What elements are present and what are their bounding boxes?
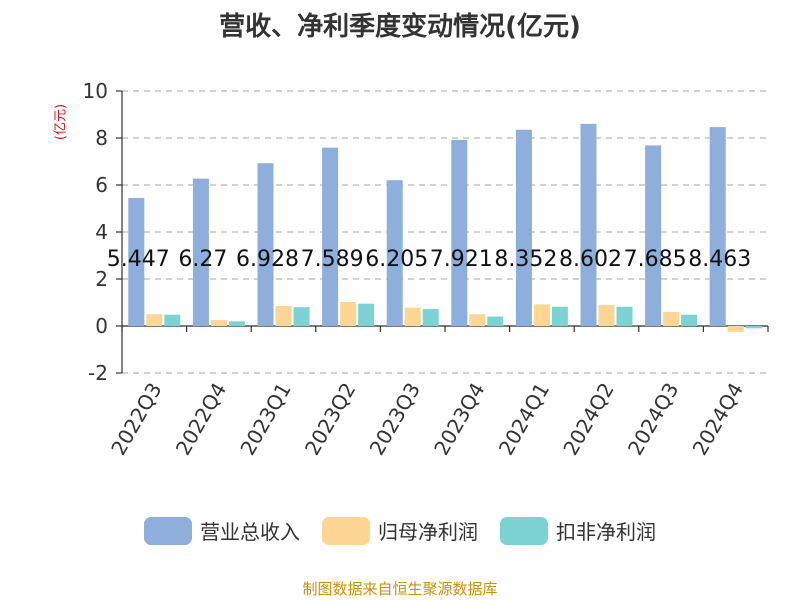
- x-tick-label: 2024Q3: [623, 379, 683, 460]
- bar-revenue: [645, 145, 662, 326]
- bar-deducted-profit: [745, 326, 762, 329]
- data-label: 8.352: [494, 247, 557, 272]
- bar-deducted-profit: [551, 306, 568, 326]
- bar-net-profit: [275, 306, 292, 326]
- data-labels: 5.447 6.27 6.928 7.589 6.205 7.921 8.352 8.602 7…: [107, 247, 751, 272]
- bar-revenue: [257, 163, 274, 326]
- bar-net-profit: [533, 304, 550, 326]
- x-tick-label: 2024Q2: [558, 379, 618, 460]
- bar-net-profit: [598, 304, 615, 326]
- data-label: 7.685: [624, 247, 687, 272]
- y-tick-label: -2: [88, 361, 108, 385]
- legend-swatch: [322, 516, 370, 545]
- bar-deducted-profit: [164, 314, 181, 326]
- bar-net-profit: [210, 320, 227, 326]
- bar-net-profit: [663, 311, 680, 326]
- y-tick-label: 8: [95, 126, 108, 150]
- bar-revenue: [580, 123, 597, 326]
- data-label: 8.463: [688, 247, 751, 272]
- bar-revenue: [451, 139, 468, 326]
- bar-net-profit: [727, 326, 744, 332]
- data-label: 5.447: [107, 247, 170, 272]
- y-tick-label: 10: [83, 79, 108, 103]
- x-tick-label: 2023Q3: [365, 379, 425, 460]
- y-tick-label: 2: [95, 267, 108, 291]
- bar-revenue: [128, 197, 145, 326]
- x-tick-label: 2022Q4: [171, 379, 231, 460]
- x-tick-label: 2023Q1: [235, 379, 295, 460]
- bar-deducted-profit: [616, 306, 633, 326]
- bar-revenue: [322, 147, 339, 326]
- data-label: 8.602: [559, 247, 622, 272]
- x-tick-label: 2024Q1: [494, 379, 554, 460]
- data-label: 7.589: [301, 247, 364, 272]
- legend-label: 扣非净利润: [556, 520, 656, 544]
- bar-net-profit: [404, 307, 421, 326]
- y-tick-label: 4: [95, 220, 108, 244]
- legend-item[interactable]: 归母净利润: [322, 516, 478, 545]
- bar-deducted-profit: [358, 303, 375, 326]
- bars: [128, 123, 762, 332]
- bar-net-profit: [469, 314, 486, 326]
- legend-swatch: [144, 516, 192, 545]
- y-tick-label: 0: [95, 314, 108, 338]
- legend-item[interactable]: 营业总收入: [144, 516, 300, 545]
- data-label: 7.921: [430, 247, 493, 272]
- bar-revenue: [515, 129, 532, 326]
- y-tick-label: 6: [95, 173, 108, 197]
- bar-revenue: [386, 180, 403, 326]
- bar-revenue: [709, 127, 726, 326]
- data-label: 6.205: [365, 247, 428, 272]
- x-tick-label: 2023Q2: [300, 379, 360, 460]
- bar-deducted-profit: [228, 321, 245, 326]
- chart-title: 营收、净利季度变动情况(亿元): [219, 12, 581, 42]
- legend-swatch: [500, 516, 548, 545]
- legend: 营业总收入 归母净利润 扣非净利润: [0, 516, 800, 545]
- x-tick-label: 2022Q3: [106, 379, 166, 460]
- bar-deducted-profit: [422, 309, 439, 326]
- bar-deducted-profit: [487, 316, 504, 326]
- legend-item[interactable]: 扣非净利润: [500, 516, 656, 545]
- data-label: 6.928: [236, 247, 299, 272]
- legend-label: 营业总收入: [200, 520, 300, 544]
- source-note: 制图数据来自恒生聚源数据库: [302, 580, 498, 598]
- data-label: 6.27: [178, 247, 227, 272]
- legend-label: 归母净利润: [378, 520, 478, 544]
- bar-deducted-profit: [293, 307, 310, 326]
- bar-net-profit: [146, 314, 163, 326]
- bar-net-profit: [340, 302, 357, 326]
- bar-revenue: [192, 178, 209, 326]
- x-tick-label: 2023Q4: [429, 379, 489, 460]
- bar-deducted-profit: [681, 314, 698, 326]
- x-tick-label: 2024Q4: [688, 379, 748, 460]
